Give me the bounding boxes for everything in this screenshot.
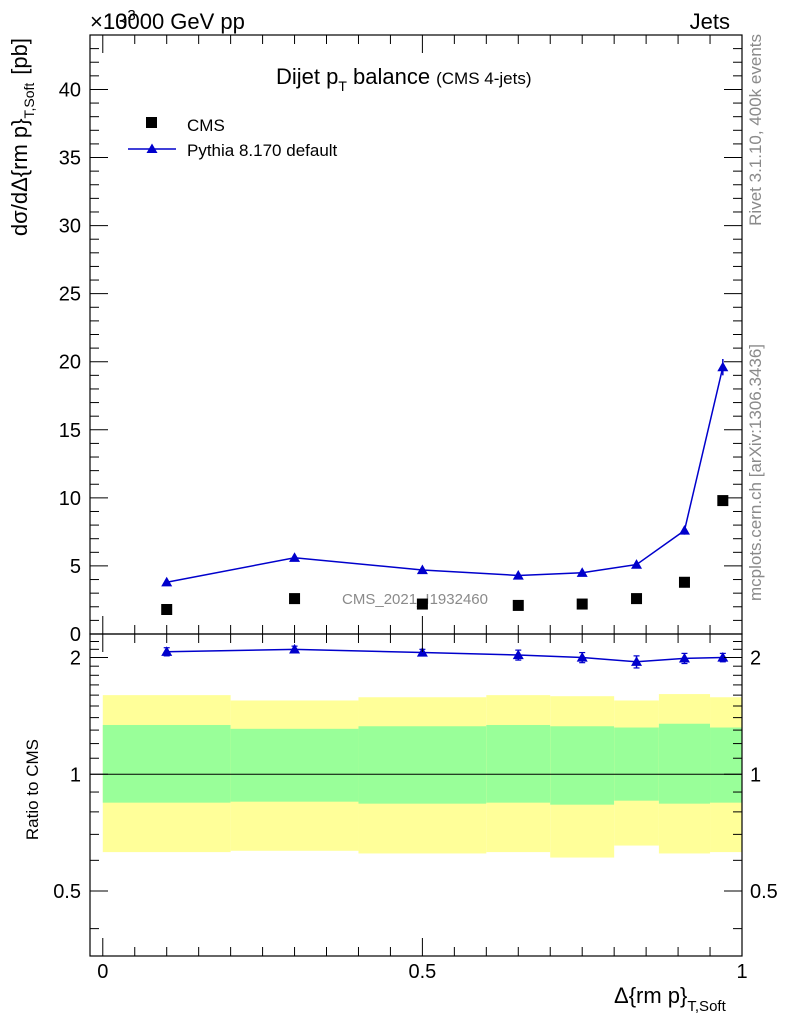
- ratio-y-tick-label-right: 2: [750, 648, 761, 670]
- main-y-tick-label: 35: [59, 148, 81, 170]
- x-axis-title: Δ{rm p}T,Soft: [614, 983, 727, 1015]
- pythia-point: [717, 361, 729, 372]
- cms-point: [512, 599, 524, 611]
- energy-label: 13000 GeV pp: [103, 9, 245, 34]
- x-tick-label: 1: [736, 961, 747, 983]
- x-tick-label: 0: [97, 961, 108, 983]
- legend-cms-label: CMS: [187, 116, 225, 135]
- legend-cms-marker: [146, 117, 157, 128]
- main-y-tick-label: 40: [59, 79, 81, 101]
- inner-band-bin: [550, 726, 615, 805]
- plot-title: Dijet pT balance (CMS 4-jets): [276, 64, 532, 94]
- pythia-point: [631, 559, 643, 569]
- ratio-point: [161, 646, 173, 656]
- x-tick-label: 0.5: [408, 961, 436, 983]
- pythia-point: [678, 525, 690, 535]
- cms-point: [678, 576, 690, 588]
- cms-point: [631, 593, 643, 605]
- cms-point: [161, 603, 173, 615]
- ratio-panel-frame: [89, 633, 743, 957]
- inner-band-bin: [658, 723, 711, 804]
- cms-point: [289, 593, 301, 605]
- pythia-point: [512, 569, 524, 580]
- pythia-line: [166, 367, 724, 584]
- x-ticks: 0 0.5 1: [97, 35, 748, 983]
- ratio-y-tick-label-right: 0.5: [750, 881, 778, 903]
- inner-band-bin: [230, 728, 359, 802]
- ratio-y-tick-label: 1: [70, 764, 81, 786]
- inner-band-bin: [486, 724, 551, 803]
- pythia-point: [289, 552, 301, 562]
- inner-band-bin: [614, 727, 659, 801]
- ratio-point: [576, 652, 588, 662]
- main-y-tick-label: 25: [59, 284, 81, 306]
- cms-point: [416, 598, 428, 610]
- main-y-tick-label: 5: [70, 556, 81, 578]
- main-y-tick-label: 30: [59, 216, 81, 238]
- inner-band-bin: [710, 727, 742, 803]
- inner-band-bin: [102, 724, 231, 803]
- main-y-axis-title: dσ/dΔ{rm p}T,Soft[pb]: [7, 38, 37, 236]
- main-panel-data: [161, 359, 729, 615]
- ratio-point: [512, 649, 524, 660]
- ratio-point: [631, 656, 643, 666]
- legend-pythia-label: Pythia 8.170 default: [187, 141, 338, 160]
- main-y-tick-label: 20: [59, 352, 81, 374]
- legend-pythia-marker: [146, 143, 158, 153]
- pythia-point: [161, 576, 173, 587]
- cms-point: [576, 598, 588, 610]
- cms-point: [717, 495, 729, 507]
- ratio-point: [678, 652, 690, 663]
- ratio-point: [289, 643, 301, 654]
- legend: CMS Pythia 8.170 default: [128, 116, 338, 160]
- ratio-point: [717, 652, 729, 662]
- ratio-y-tick-label: 2: [70, 648, 81, 670]
- main-y-tick-label: 10: [59, 488, 81, 510]
- main-y-tick-label: 15: [59, 420, 81, 442]
- inner-band-bin: [358, 726, 487, 804]
- main-y-tick-label: 0: [70, 624, 81, 646]
- ratio-line: [166, 648, 723, 663]
- pythia-point: [576, 567, 588, 577]
- category-label: Jets: [690, 9, 730, 34]
- ratio-y-tick-label-right: 1: [750, 764, 761, 786]
- ratio-y-ticks: 0.5 0.5 1 1 2 2: [53, 640, 778, 930]
- ratio-uncertainty-bands: [102, 694, 742, 858]
- analysis-watermark: CMS_2021_I1932460: [342, 591, 488, 608]
- mcplots-label: mcplots.cern.ch [arXiv:1306.3436]: [746, 344, 765, 601]
- ratio-y-tick-label: 0.5: [53, 881, 81, 903]
- ratio-y-axis-title: Ratio to CMS: [23, 739, 42, 840]
- rivet-label: Rivet 3.1.10, 400k events: [746, 34, 765, 226]
- exponent-multiplier: ×103: [90, 7, 136, 34]
- pythia-point: [416, 564, 428, 575]
- ratio-panel-data: [161, 643, 729, 669]
- main-y-ticks: 0 5 10 15 20 25 30 35 40: [59, 34, 742, 646]
